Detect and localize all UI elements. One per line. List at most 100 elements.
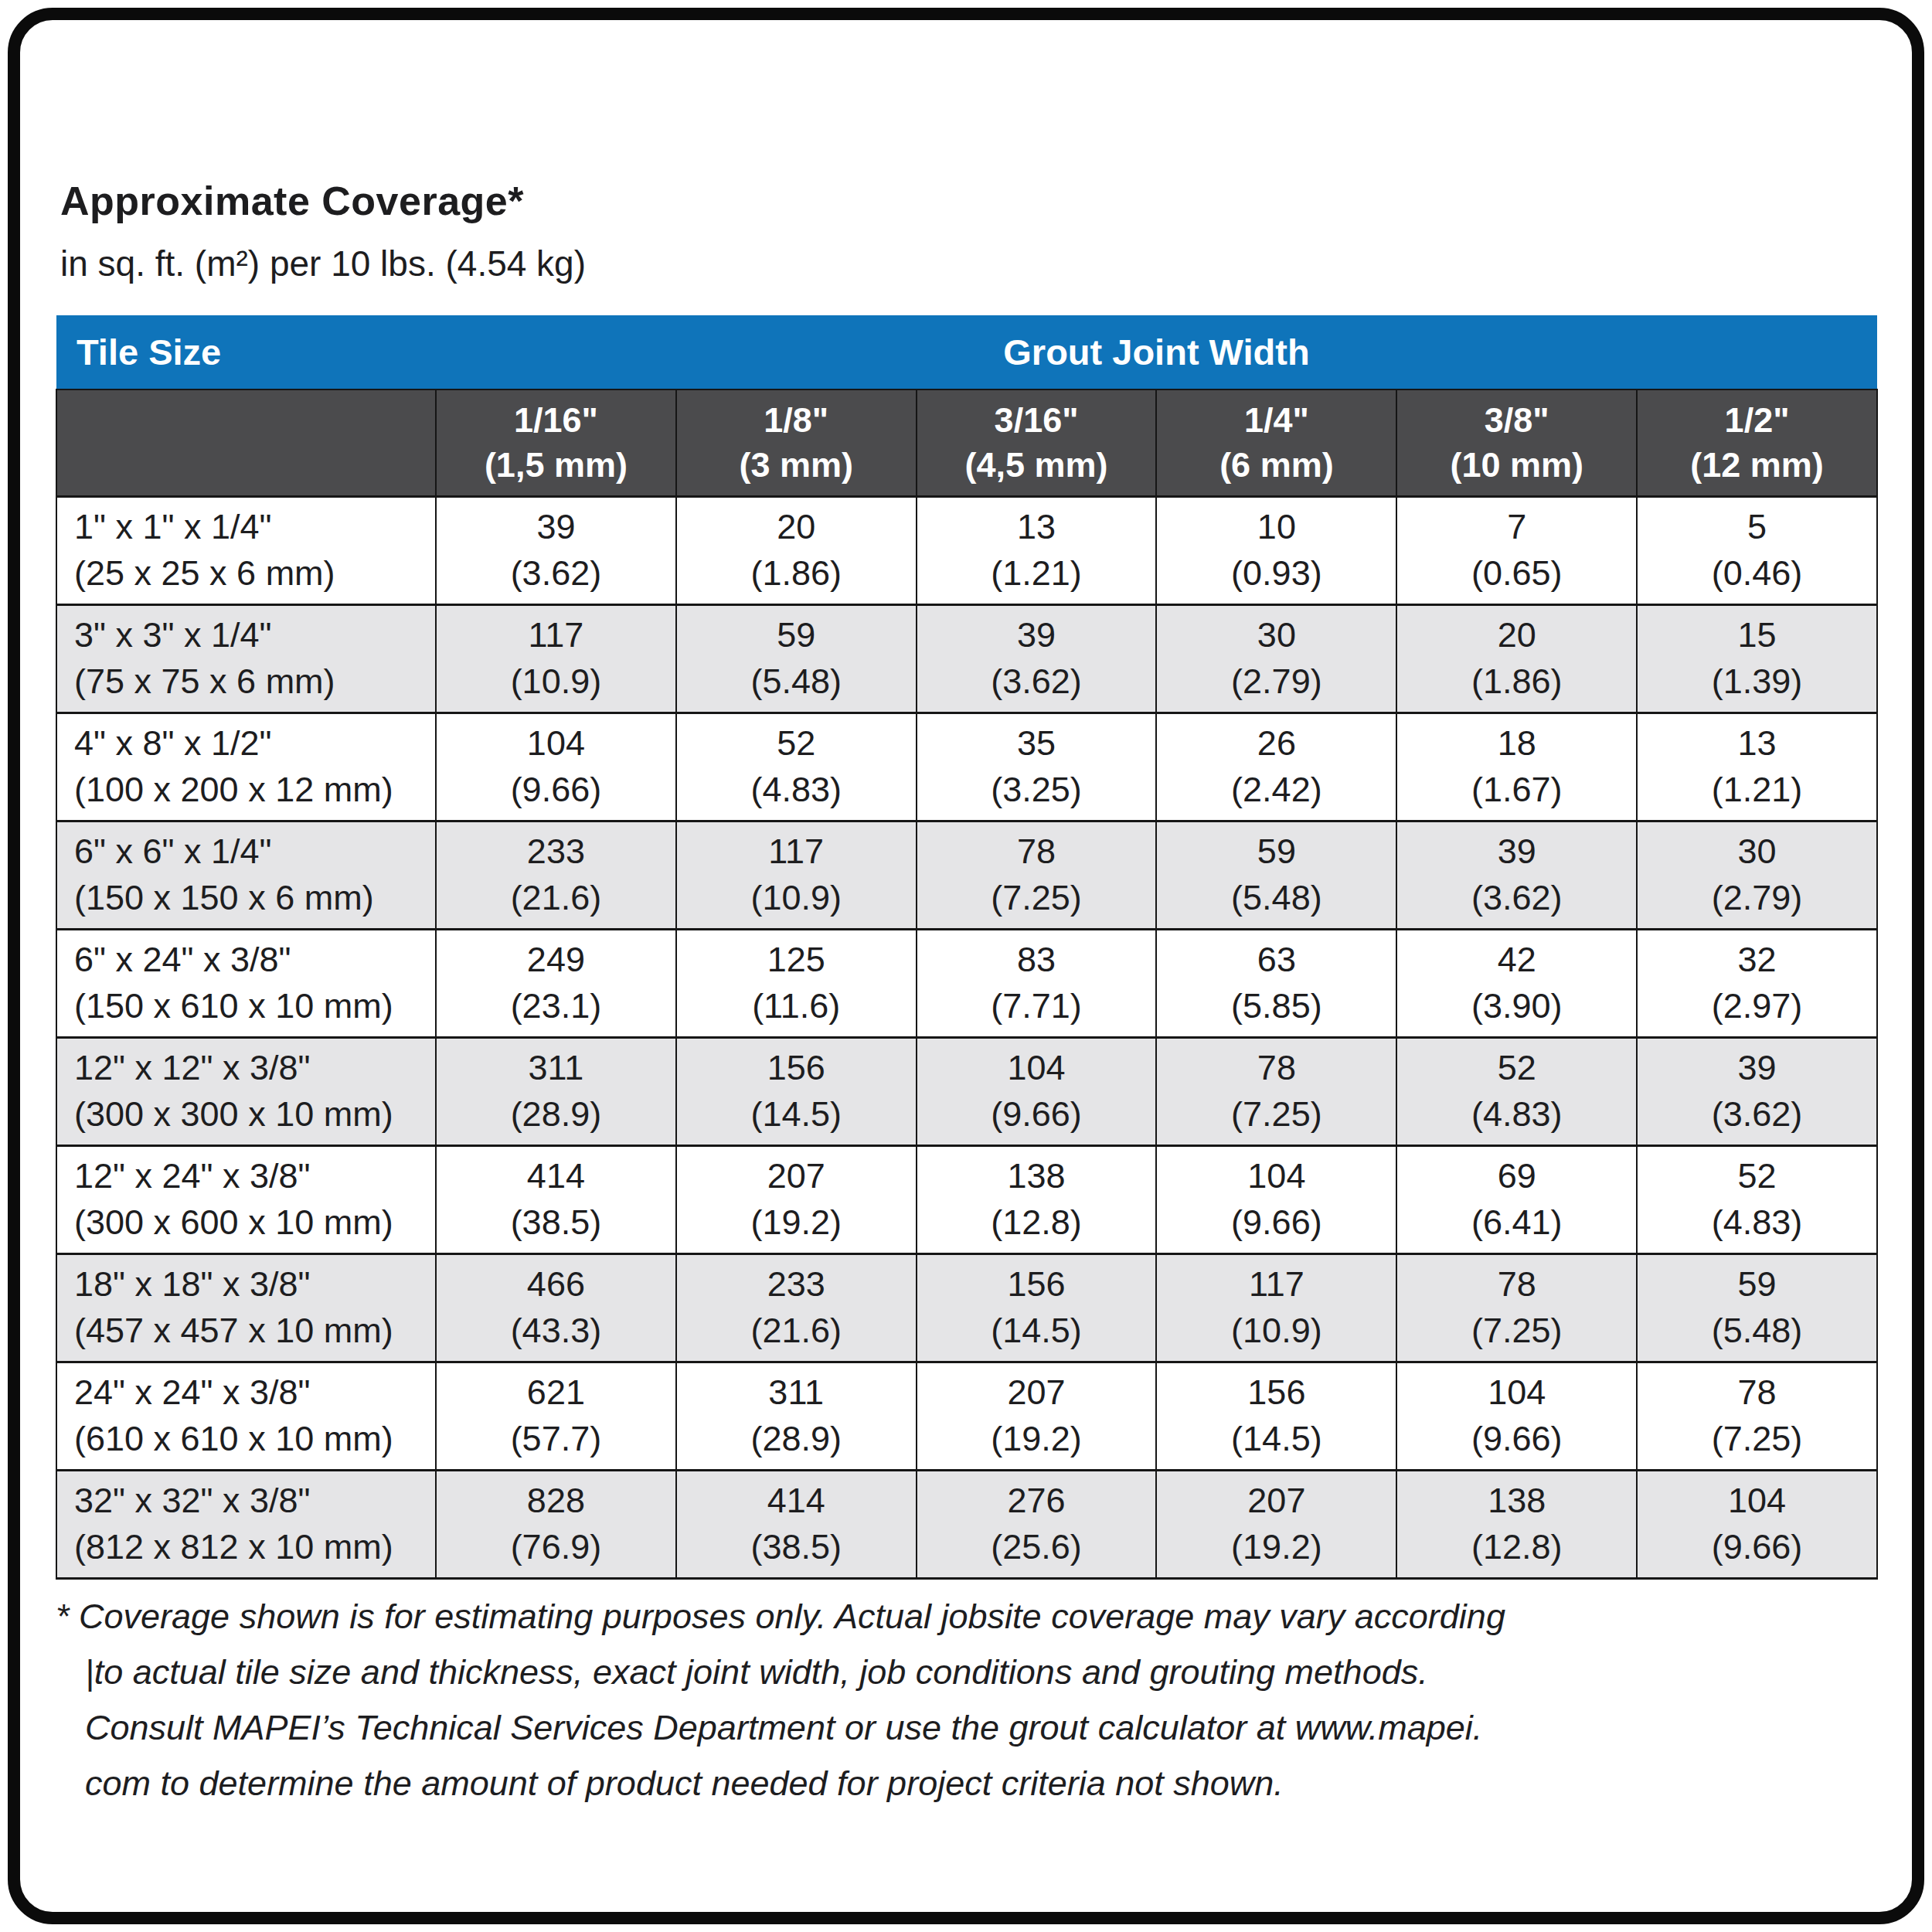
coverage-value-cell: 156(14.5) [676, 1037, 917, 1145]
coverage-sqft-value: 39 [1638, 1045, 1876, 1091]
tile-size-cell: 4" x 8" x 1/2"(100 x 200 x 12 mm) [56, 713, 436, 821]
coverage-sqft-value: 59 [677, 612, 916, 658]
coverage-m2-value: (1.67) [1397, 767, 1636, 813]
coverage-value-cell: 7(0.65) [1396, 496, 1637, 604]
coverage-m2-value: (5.48) [1157, 875, 1396, 921]
coverage-sqft-value: 156 [677, 1045, 916, 1091]
coverage-sqft-value: 59 [1157, 828, 1396, 875]
coverage-m2-value: (10.9) [437, 658, 675, 705]
coverage-m2-value: (43.3) [437, 1308, 675, 1354]
coverage-m2-value: (3.62) [1638, 1091, 1876, 1138]
coverage-value-cell: 104(9.66) [1396, 1362, 1637, 1470]
coverage-value-cell: 104(9.66) [917, 1037, 1157, 1145]
tile-size-metric: (100 x 200 x 12 mm) [74, 767, 435, 813]
tile-size-label: 12" x 12" x 3/8" [74, 1045, 435, 1091]
tile-size-cell: 6" x 6" x 1/4"(150 x 150 x 6 mm) [56, 821, 436, 929]
coverage-sqft-value: 156 [1157, 1369, 1396, 1416]
footnote: * Coverage shown is for estimating purpo… [56, 1589, 1903, 1811]
joint-width-metric: (12 mm) [1638, 443, 1876, 488]
tile-size-label: 18" x 18" x 3/8" [74, 1261, 435, 1308]
tile-size-metric: (150 x 610 x 10 mm) [74, 983, 435, 1029]
coverage-m2-value: (4.83) [1397, 1091, 1636, 1138]
coverage-value-cell: 69(6.41) [1396, 1145, 1637, 1253]
coverage-m2-value: (6.41) [1397, 1199, 1636, 1246]
coverage-sqft-value: 156 [917, 1261, 1156, 1308]
page-title: Approximate Coverage* [60, 178, 524, 224]
coverage-sqft-value: 83 [917, 937, 1156, 983]
coverage-sqft-value: 104 [1157, 1153, 1396, 1199]
tile-size-metric: (25 x 25 x 6 mm) [74, 550, 435, 597]
coverage-value-cell: 35(3.25) [917, 713, 1157, 821]
empty-corner-cell [56, 389, 436, 496]
coverage-value-cell: 59(5.48) [1637, 1253, 1877, 1362]
coverage-m2-value: (23.1) [437, 983, 675, 1029]
coverage-value-cell: 156(14.5) [1156, 1362, 1396, 1470]
coverage-sqft-value: 35 [917, 720, 1156, 767]
page-subtitle: in sq. ft. (m²) per 10 lbs. (4.54 kg) [60, 243, 586, 284]
coverage-sqft-value: 138 [1397, 1478, 1636, 1524]
coverage-value-cell: 20(1.86) [1396, 604, 1637, 713]
coverage-m2-value: (28.9) [677, 1416, 916, 1462]
coverage-sqft-value: 104 [1397, 1369, 1636, 1416]
tile-size-metric: (300 x 300 x 10 mm) [74, 1091, 435, 1138]
coverage-value-cell: 10(0.93) [1156, 496, 1396, 604]
coverage-value-cell: 30(2.79) [1156, 604, 1396, 713]
coverage-value-cell: 39(3.62) [917, 604, 1157, 713]
coverage-m2-value: (9.66) [1397, 1416, 1636, 1462]
coverage-value-cell: 83(7.71) [917, 929, 1157, 1037]
coverage-value-cell: 32(2.97) [1637, 929, 1877, 1037]
coverage-value-cell: 414(38.5) [676, 1470, 917, 1578]
coverage-m2-value: (3.25) [917, 767, 1156, 813]
column-header: 3/8" (10 mm) [1396, 389, 1637, 496]
coverage-m2-value: (2.97) [1638, 983, 1876, 1029]
coverage-value-cell: 414(38.5) [436, 1145, 676, 1253]
column-header: 1/16" (1,5 mm) [436, 389, 676, 496]
joint-width-inches: 1/8" [677, 398, 916, 443]
coverage-value-cell: 276(25.6) [917, 1470, 1157, 1578]
tile-size-cell: 3" x 3" x 1/4"(75 x 75 x 6 mm) [56, 604, 436, 713]
coverage-m2-value: (0.93) [1157, 550, 1396, 597]
coverage-sqft-value: 78 [1638, 1369, 1876, 1416]
coverage-m2-value: (19.2) [1157, 1524, 1396, 1570]
coverage-sqft-value: 13 [1638, 720, 1876, 767]
coverage-m2-value: (38.5) [677, 1524, 916, 1570]
coverage-sqft-value: 63 [1157, 937, 1396, 983]
coverage-sqft-value: 7 [1397, 504, 1636, 550]
coverage-sqft-value: 414 [437, 1153, 675, 1199]
coverage-sqft-value: 30 [1638, 828, 1876, 875]
coverage-sqft-value: 5 [1638, 504, 1876, 550]
coverage-m2-value: (12.8) [917, 1199, 1156, 1246]
coverage-sqft-value: 13 [917, 504, 1156, 550]
coverage-m2-value: (5.48) [677, 658, 916, 705]
coverage-sqft-value: 117 [1157, 1261, 1396, 1308]
coverage-m2-value: (1.86) [1397, 658, 1636, 705]
coverage-value-cell: 30(2.79) [1637, 821, 1877, 929]
column-header: 1/4" (6 mm) [1156, 389, 1396, 496]
coverage-sqft-value: 117 [677, 828, 916, 875]
coverage-sqft-value: 30 [1157, 612, 1396, 658]
coverage-m2-value: (2.42) [1157, 767, 1396, 813]
joint-width-inches: 1/16" [437, 398, 675, 443]
coverage-value-cell: 621(57.7) [436, 1362, 676, 1470]
coverage-value-cell: 20(1.86) [676, 496, 917, 604]
coverage-sqft-value: 233 [677, 1261, 916, 1308]
coverage-m2-value: (1.21) [1638, 767, 1876, 813]
tile-size-metric: (150 x 150 x 6 mm) [74, 875, 435, 921]
coverage-value-cell: 78(7.25) [1396, 1253, 1637, 1362]
coverage-value-cell: 311(28.9) [436, 1037, 676, 1145]
coverage-sqft-value: 20 [677, 504, 916, 550]
tile-size-label: 1" x 1" x 1/4" [74, 504, 435, 550]
coverage-sqft-value: 39 [917, 612, 1156, 658]
table-row: 24" x 24" x 3/8"(610 x 610 x 10 mm)621(5… [56, 1362, 1877, 1470]
coverage-m2-value: (14.5) [1157, 1416, 1396, 1462]
coverage-value-cell: 104(9.66) [436, 713, 676, 821]
joint-width-metric: (3 mm) [677, 443, 916, 488]
coverage-sqft-value: 125 [677, 937, 916, 983]
coverage-value-cell: 249(23.1) [436, 929, 676, 1037]
joint-width-inches: 3/16" [917, 398, 1156, 443]
coverage-value-cell: 39(3.62) [436, 496, 676, 604]
joint-width-metric: (4,5 mm) [917, 443, 1156, 488]
coverage-value-cell: 78(7.25) [1637, 1362, 1877, 1470]
coverage-value-cell: 18(1.67) [1396, 713, 1637, 821]
coverage-value-cell: 104(9.66) [1637, 1470, 1877, 1578]
